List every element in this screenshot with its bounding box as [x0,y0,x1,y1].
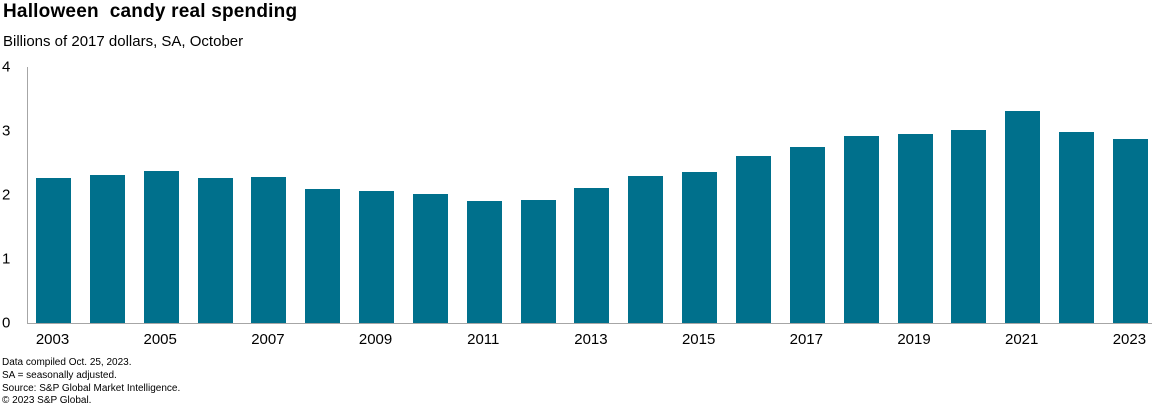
x-tick-slot-2009: 2009 [358,331,393,348]
x-tick-label-2009: 2009 [358,331,393,348]
bar-2022 [1059,131,1095,323]
x-tick-slot-2006 [197,331,232,348]
x-tick-label-2005: 2005 [143,331,177,348]
y-tick-label-1: 1 [2,250,11,268]
bar-2017 [789,147,825,323]
plot-area: 0 1 2 3 4 [2,60,1152,331]
bar-2005 [143,171,179,323]
bar-2014 [628,175,664,323]
bar-2019 [897,134,933,323]
x-tick-label-2007: 2007 [251,331,285,348]
x-tick-slot-2018 [843,331,878,348]
bar-2018 [843,136,879,323]
x-tick-slot-2011: 2011 [466,331,501,348]
x-tick-slot-2023: 2023 [1112,331,1147,348]
x-tick-label-2011: 2011 [467,331,500,348]
x-tick-slot-2007: 2007 [250,331,285,348]
x-tick-slot-2022 [1058,331,1093,348]
bar-2012 [520,199,556,323]
bar-2020 [951,130,987,323]
bar-2015 [682,172,718,323]
bar-2023 [1112,139,1148,323]
chart-subtitle: Billions of 2017 dollars, SA, October [3,33,244,50]
bar-2006 [197,177,233,323]
y-tick-label-4: 4 [2,58,11,76]
footnote-copyright: © 2023 S&P Global. [2,395,92,407]
x-tick-label-2017: 2017 [789,331,823,348]
x-tick-slot-2016 [735,331,770,348]
bar-2004 [89,174,125,323]
x-tick-slot-2003: 2003 [35,331,70,348]
x-tick-slot-2015: 2015 [681,331,716,348]
x-tick-slot-2010 [412,331,447,348]
bar-2010 [412,194,448,323]
x-tick-slot-2020 [950,331,985,348]
x-tick-slot-2013: 2013 [573,331,608,348]
x-tick-slot-2012 [520,331,555,348]
chart-title: Halloween candy real spending [3,1,298,22]
x-tick-label-2023: 2023 [1112,331,1147,348]
bar-2007 [251,177,287,323]
x-tick-slot-2005: 2005 [143,331,178,348]
footnotes: Data compiled Oct. 25, 2023. SA = season… [2,357,180,408]
footnote-sa-definition: SA = seasonally adjusted. [2,369,117,381]
x-tick-label-2013: 2013 [574,331,608,348]
x-tick-slot-2017: 2017 [789,331,824,348]
bar-2016 [735,156,771,323]
x-tick-slot-2021: 2021 [1004,331,1039,348]
x-tick-slot-2019: 2019 [897,331,932,348]
x-tick-slot-2004 [89,331,124,348]
x-tick-label-2019: 2019 [897,331,931,348]
x-tick-slot-2014 [627,331,662,348]
bars-container [28,67,1152,323]
y-axis-labels: 0 1 2 3 4 [2,60,24,331]
bar-2011 [466,201,502,323]
x-tick-label-2021: 2021 [1005,331,1039,348]
bar-2003 [36,178,71,323]
bar-2021 [1005,110,1041,323]
y-tick-label-0: 0 [2,314,11,332]
y-tick-label-2: 2 [2,186,11,204]
footnote-source: Source: S&P Global Market Intelligence. [2,382,181,394]
x-tick-label-2003: 2003 [35,331,70,348]
bar-2009 [359,191,395,323]
x-tick-label-2015: 2015 [681,331,716,348]
x-tick-slot-2008 [304,331,339,348]
bar-2008 [305,189,341,323]
bar-2013 [574,188,610,323]
y-tick-label-3: 3 [2,122,11,140]
x-axis-labels: 2003 2005 2007 2009 2011 2013 2015 2017 2019 2021… [27,331,1151,348]
footnote-data-compiled: Data compiled Oct. 25, 2023. [2,357,132,368]
